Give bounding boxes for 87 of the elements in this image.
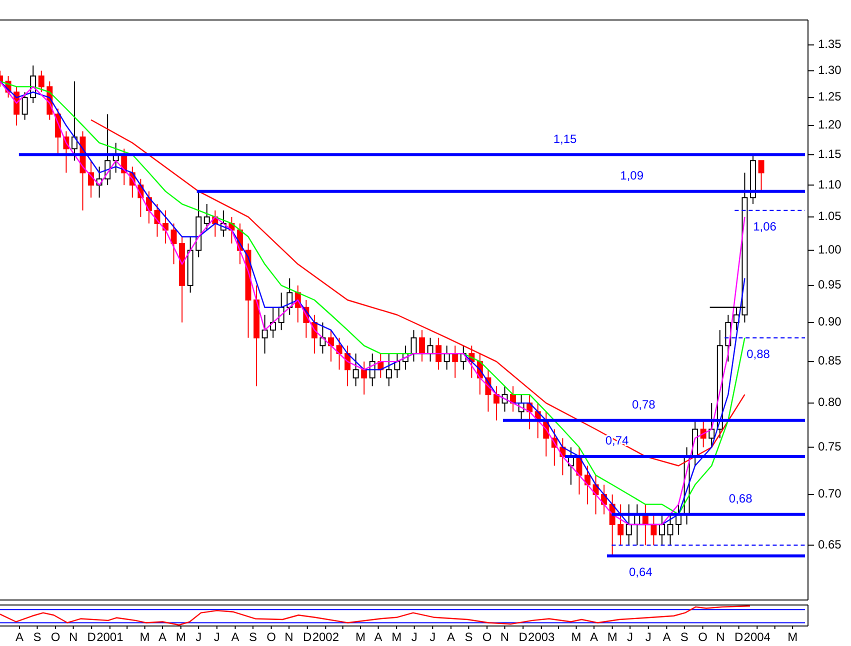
candlestick — [386, 353, 392, 387]
line-series — [90, 119, 746, 466]
y-tick-label: 1.15 — [818, 146, 842, 161]
x-tick-label: M — [356, 630, 366, 644]
x-tick-label: D — [734, 630, 744, 644]
x-tick-label: J — [430, 630, 436, 644]
y-tick-label: 1.20 — [818, 118, 842, 132]
y-tick-label: 1.10 — [818, 177, 842, 192]
x-tick-label: 2003 — [528, 630, 556, 644]
candlestick — [493, 386, 500, 421]
y-tick-label: 0.70 — [818, 486, 842, 501]
x-tick-label: N — [284, 630, 294, 644]
y-tick-label: 0.85 — [818, 354, 842, 368]
candlestick — [410, 330, 417, 362]
candlestick — [352, 353, 359, 387]
x-tick-label: M — [571, 630, 582, 644]
candlestick — [71, 80, 78, 162]
x-tick-label: 2001 — [96, 630, 124, 644]
y-tick-label: 1.30 — [818, 62, 842, 77]
x-tick-label: M — [176, 630, 186, 644]
x-tick-label: S — [33, 630, 42, 644]
annotation: 0,64 — [629, 564, 653, 579]
candlestick — [427, 337, 434, 362]
x-tick-label: O — [266, 630, 276, 644]
candlestick — [708, 402, 715, 448]
y-tick-label: 0.80 — [818, 395, 842, 410]
x-tick-label: A — [15, 630, 24, 644]
x-tick-label: 2002 — [312, 630, 340, 644]
candlestick — [626, 504, 632, 546]
candlestick — [758, 160, 764, 192]
y-tick-label: 0.95 — [818, 278, 842, 292]
y-tick-label: 0.65 — [818, 537, 842, 552]
x-tick-label: J — [645, 630, 652, 644]
x-tick-label: D — [303, 630, 312, 644]
candlestick — [444, 345, 450, 370]
y-tick-label: 1.00 — [818, 242, 842, 256]
x-tick-label: M — [140, 630, 150, 644]
annotation: 0,68 — [728, 491, 753, 506]
x-tick-label: M — [788, 630, 798, 644]
x-tick-label: 2004 — [744, 630, 771, 644]
x-tick-label: O — [482, 630, 492, 644]
x-tick-label: O — [50, 630, 60, 644]
x-tick-label: S — [248, 630, 257, 644]
y-tick-label: 1.05 — [818, 209, 842, 224]
x-tick-label: N — [500, 630, 510, 644]
x-tick-label: A — [158, 630, 167, 644]
x-tick-label: A — [662, 630, 671, 644]
candlestick — [452, 345, 458, 378]
candlestick — [204, 204, 210, 231]
x-tick-label: A — [446, 630, 455, 644]
annotation: 0,88 — [746, 347, 770, 362]
x-tick-label: J — [196, 630, 202, 644]
x-tick-label: J — [411, 630, 418, 644]
y-tick-label: 1.25 — [818, 90, 842, 104]
x-tick-label: J — [627, 630, 634, 644]
candlestick — [584, 465, 590, 505]
candlestick — [658, 514, 665, 546]
x-tick-label: N — [716, 630, 725, 644]
candlestick — [667, 514, 674, 546]
candlestick — [262, 314, 268, 354]
x-tick-label: D — [518, 630, 528, 644]
candlestick — [270, 306, 276, 338]
x-tick-label: O — [698, 630, 708, 644]
y-tick-label: 0.90 — [818, 314, 842, 329]
x-tick-label: A — [374, 630, 382, 644]
annotation: 1,06 — [753, 220, 777, 234]
annotation: 1,09 — [620, 168, 644, 183]
candlestick — [650, 514, 657, 546]
candlestick — [419, 330, 425, 362]
x-tick-label: S — [680, 630, 688, 644]
y-tick-label: 1.35 — [818, 37, 842, 52]
x-tick-label: J — [214, 630, 220, 644]
x-tick-label: N — [68, 630, 78, 644]
x-tick-label: M — [392, 630, 402, 644]
annotation: 1,15 — [553, 132, 578, 146]
x-tick-label: A — [231, 630, 240, 644]
x-tick-label: A — [590, 630, 598, 644]
candlestick — [38, 70, 44, 93]
annotation: 0,78 — [632, 398, 656, 412]
candlestick — [22, 92, 28, 120]
x-tick-label: M — [607, 630, 618, 644]
x-tick-label: S — [464, 630, 473, 644]
candlestick — [361, 361, 368, 396]
candlestick — [618, 504, 624, 546]
y-tick-label: 0.75 — [818, 439, 842, 454]
x-tick-label: D — [87, 630, 96, 644]
candlestick — [436, 337, 442, 370]
